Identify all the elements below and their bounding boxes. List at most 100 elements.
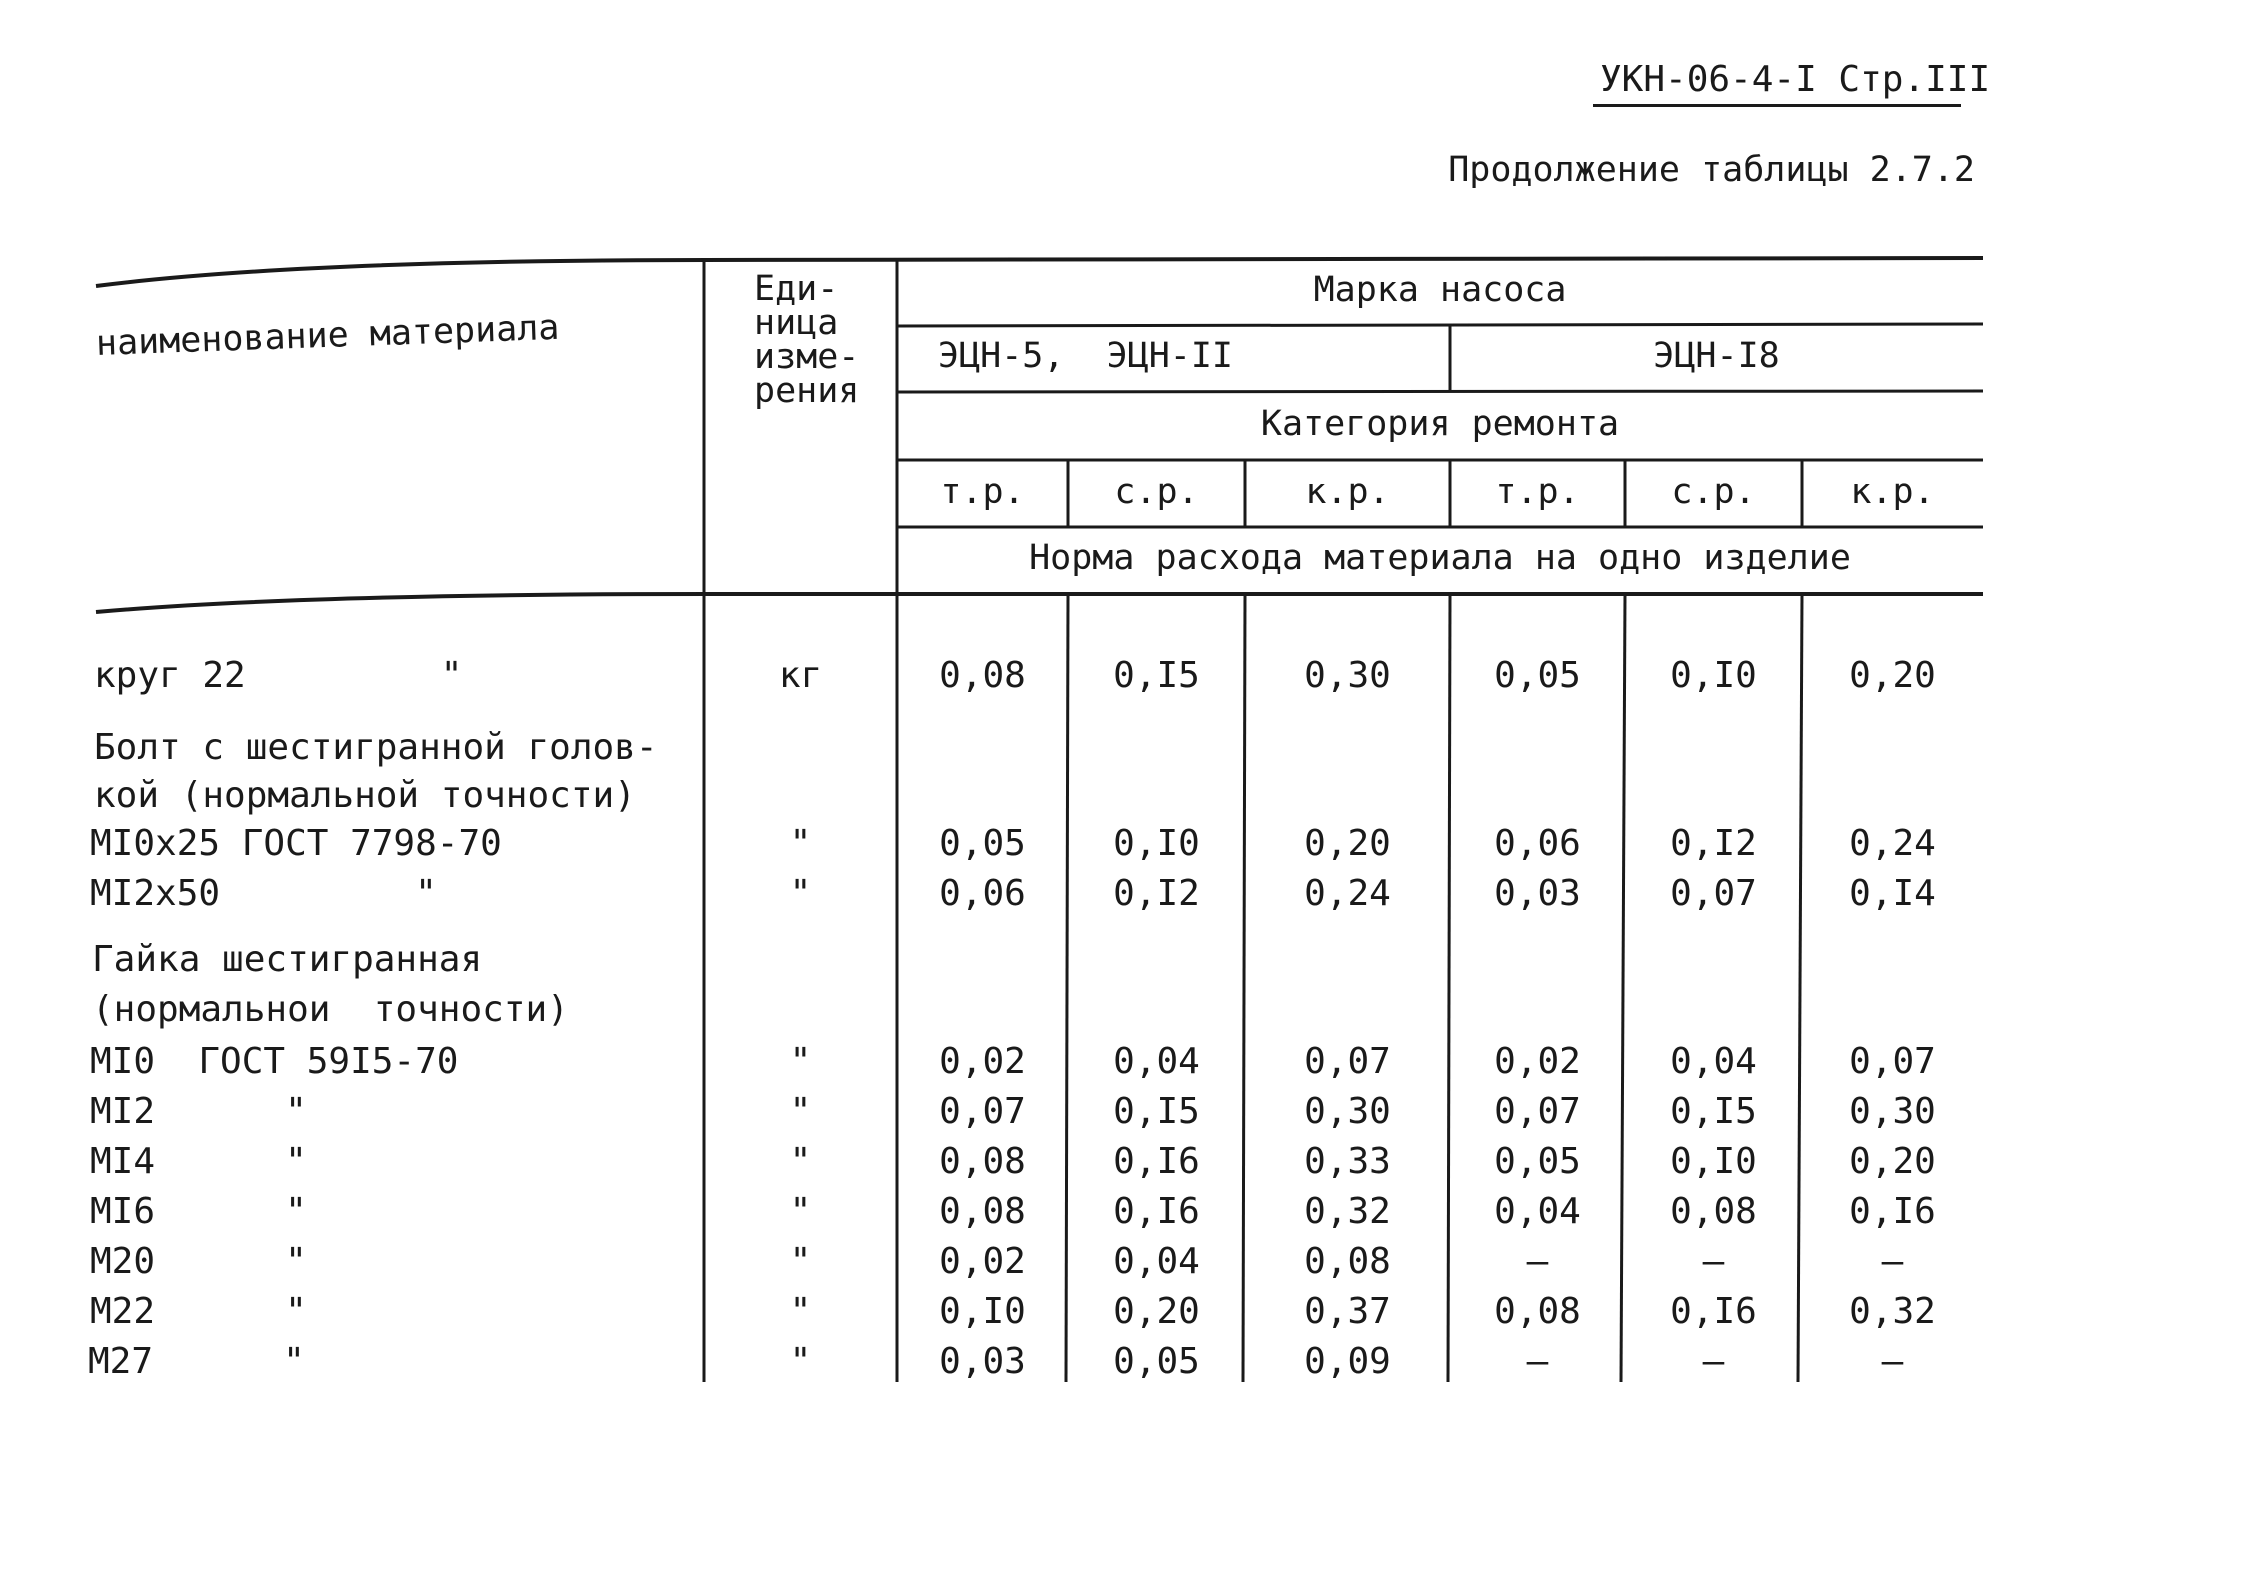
row-value: 0,I2 xyxy=(1670,823,1757,864)
row-value: 0,08 xyxy=(1304,1241,1391,1282)
table-top-rule xyxy=(705,256,1984,262)
row-value: 0,I0 xyxy=(1113,823,1200,864)
category-header-4: т.р. xyxy=(1495,472,1580,512)
unit-col-header-4: рения xyxy=(754,371,860,411)
row-value: 0,20 xyxy=(1113,1291,1200,1332)
row-value: 0,I0 xyxy=(1670,1141,1757,1182)
page-code-underline xyxy=(1593,104,1961,107)
row-value: 0,05 xyxy=(1494,1141,1581,1182)
row-name: кой (нормальной точности) xyxy=(94,775,636,816)
row-value: 0,02 xyxy=(939,1241,1026,1282)
row-value: 0,20 xyxy=(1304,823,1391,864)
row-unit: " xyxy=(789,1091,812,1132)
row-value: 0,20 xyxy=(1849,655,1936,696)
row-value: 0,07 xyxy=(939,1091,1026,1132)
category-header-6: к.р. xyxy=(1850,472,1935,512)
row-value: 0,04 xyxy=(1670,1041,1757,1082)
row-value: 0,05 xyxy=(1494,655,1581,696)
row-unit: " xyxy=(789,1141,812,1182)
row-name: MI0x25 ГОСТ 7798-70 xyxy=(90,823,502,864)
row-unit: " xyxy=(789,1241,812,1282)
row-value: 0,32 xyxy=(1849,1291,1936,1332)
row-name: M27 " xyxy=(88,1341,305,1382)
row-value: 0,30 xyxy=(1304,1091,1391,1132)
row-name: MI0 ГОСТ 59I5-70 xyxy=(90,1041,459,1082)
row-name: MI2 " xyxy=(90,1091,307,1132)
row-value: 0,02 xyxy=(1494,1041,1581,1082)
row-value: 0,30 xyxy=(1304,655,1391,696)
row-name: (нормальнои точности) xyxy=(92,989,569,1030)
row-value: 0,05 xyxy=(1113,1341,1200,1382)
row-value: 0,I6 xyxy=(1113,1141,1200,1182)
row-name: Болт с шестигранной голов- xyxy=(94,727,658,768)
row-value: 0,08 xyxy=(939,1191,1026,1232)
pump-brand-rule xyxy=(896,322,1984,328)
row-value: 0,30 xyxy=(1849,1091,1936,1132)
row-value: 0,08 xyxy=(939,655,1026,696)
row-value: 0,I6 xyxy=(1113,1191,1200,1232)
row-value: 0,03 xyxy=(1494,873,1581,914)
row-value: – xyxy=(1526,1241,1549,1282)
row-value: – xyxy=(1881,1341,1904,1382)
row-value: 0,08 xyxy=(1494,1291,1581,1332)
category-header-3: к.р. xyxy=(1305,472,1390,512)
pump-group-1: ЭЦН-5, ЭЦН-II xyxy=(938,336,1234,376)
row-value: 0,06 xyxy=(1494,823,1581,864)
row-value: 0,I2 xyxy=(1113,873,1200,914)
row-value: 0,04 xyxy=(1113,1041,1200,1082)
row-value: – xyxy=(1526,1341,1549,1382)
row-value: 0,I6 xyxy=(1670,1291,1757,1332)
row-value: 0,03 xyxy=(939,1341,1026,1382)
table-top-rule-curve xyxy=(95,258,707,288)
category-header-1: т.р. xyxy=(940,472,1025,512)
row-name: M20 " xyxy=(90,1241,307,1282)
header-bottom-rule-curve xyxy=(95,592,707,614)
row-name: Гайка шестигранная xyxy=(92,939,483,980)
page-code: УКН-06-4-I Стр.III xyxy=(1600,59,1991,100)
row-name: M22 " xyxy=(90,1291,307,1332)
row-name: MI2x50 " xyxy=(90,873,437,914)
category-header-2: с.р. xyxy=(1114,472,1199,512)
pump-groups-rule xyxy=(896,389,1984,394)
row-value: 0,09 xyxy=(1304,1341,1391,1382)
row-name: круг 22 " xyxy=(94,655,463,696)
row-value: 0,06 xyxy=(939,873,1026,914)
row-value: 0,I4 xyxy=(1849,873,1936,914)
row-name: MI4 " xyxy=(90,1141,307,1182)
row-value: 0,24 xyxy=(1304,873,1391,914)
table-caption: Продолжение таблицы 2.7.2 xyxy=(1448,150,1975,190)
row-value: 0,I0 xyxy=(1670,655,1757,696)
row-name: MI6 " xyxy=(90,1191,307,1232)
row-value: 0,08 xyxy=(939,1141,1026,1182)
norm-caption: Норма расхода материала на одно изделие xyxy=(1029,538,1851,578)
row-value: 0,I5 xyxy=(1113,655,1200,696)
row-value: 0,07 xyxy=(1670,873,1757,914)
row-unit: " xyxy=(789,873,812,914)
row-value: – xyxy=(1702,1241,1725,1282)
row-unit: " xyxy=(789,1291,812,1332)
row-value: 0,I5 xyxy=(1113,1091,1200,1132)
row-unit: " xyxy=(789,1041,812,1082)
row-value: 0,24 xyxy=(1849,823,1936,864)
row-value: 0,02 xyxy=(939,1041,1026,1082)
row-value: 0,33 xyxy=(1304,1141,1391,1182)
row-value: 0,08 xyxy=(1670,1191,1757,1232)
unit-col-header-1: Еди- xyxy=(754,269,839,309)
row-unit: " xyxy=(789,1191,812,1232)
unit-col-header-3: изме- xyxy=(754,337,860,377)
row-value: – xyxy=(1702,1341,1725,1382)
pump-brand-header: Марка насоса xyxy=(1313,270,1567,310)
category-header-5: с.р. xyxy=(1671,472,1756,512)
row-value: 0,37 xyxy=(1304,1291,1391,1332)
row-value: 0,07 xyxy=(1849,1041,1936,1082)
row-value: 0,05 xyxy=(939,823,1026,864)
row-value: 0,04 xyxy=(1494,1191,1581,1232)
row-value: – xyxy=(1881,1241,1904,1282)
row-unit: " xyxy=(789,1341,812,1382)
row-value: 0,20 xyxy=(1849,1141,1936,1182)
row-value: 0,07 xyxy=(1494,1091,1581,1132)
row-unit: " xyxy=(789,823,812,864)
row-value: 0,07 xyxy=(1304,1041,1391,1082)
unit-col-header-2: ница xyxy=(754,303,839,343)
